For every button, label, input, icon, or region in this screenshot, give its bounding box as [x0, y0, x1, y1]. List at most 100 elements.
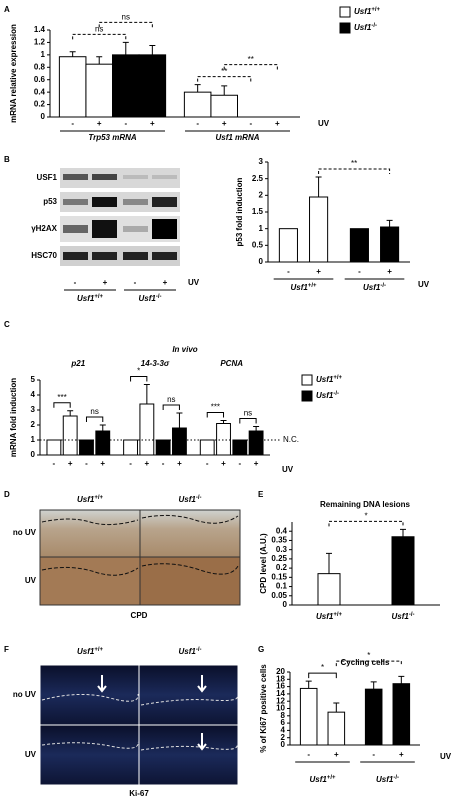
gene-name: Usf1	[354, 7, 372, 16]
genotype: -/-	[371, 23, 377, 29]
genotype: -/-	[393, 775, 399, 781]
group-label: Trp53 mRNA	[88, 133, 137, 142]
legend-swatch	[301, 374, 313, 386]
genotype-label: Usf1-/-	[178, 495, 201, 505]
bar	[58, 56, 87, 118]
blot-row	[60, 246, 180, 266]
significance-bracket	[206, 412, 225, 418]
y-tick-label: 1	[259, 224, 264, 233]
y-tick-label: 0	[31, 450, 36, 459]
error-bar	[149, 45, 156, 55]
ki67-micrographs	[39, 664, 239, 786]
band	[63, 174, 88, 180]
y-tick-label: 0.15	[271, 572, 287, 581]
chart-title: Remaining DNA lesions	[320, 500, 410, 509]
bar	[172, 427, 187, 456]
significance-bracket	[130, 376, 148, 382]
bar	[309, 196, 329, 263]
y-axis-label: mRNA fold induction	[9, 378, 18, 457]
y-axis-label: mRNA relative expression	[9, 24, 18, 123]
band	[123, 226, 148, 232]
bar	[79, 439, 94, 456]
gene-name: Usf1	[316, 375, 334, 384]
group-label: Usf1 mRNA	[215, 133, 259, 142]
micrograph	[39, 556, 141, 606]
micrograph	[39, 724, 140, 786]
group-label: 14-3-3σ	[141, 359, 170, 368]
condition-label: +	[222, 119, 227, 128]
bar	[391, 536, 415, 606]
genotype: -/-	[380, 283, 386, 289]
gene-name: Usf1	[309, 775, 327, 784]
bar	[364, 688, 383, 746]
condition-label: -	[71, 119, 74, 128]
micrograph	[139, 556, 241, 606]
condition-name: UV	[318, 119, 330, 128]
gene-name: Usf1	[354, 23, 372, 32]
significance-label: ***	[211, 403, 220, 412]
y-tick-label: 0	[41, 112, 46, 121]
y-tick-label: 18	[276, 674, 285, 683]
bar	[183, 91, 212, 118]
gene-name: Usf1	[316, 612, 334, 621]
band	[152, 219, 177, 239]
chart-title: Cycling cells	[341, 658, 390, 667]
genotype-label: Usf1+/+	[77, 495, 104, 505]
genotype: +/+	[94, 495, 103, 501]
gene-name: Usf1	[376, 775, 394, 784]
condition-name: UV	[188, 278, 200, 287]
genotype-label: Usf1-/-	[316, 391, 339, 401]
y-tick-label: 0.3	[276, 545, 288, 554]
y-tick-label: 1	[41, 50, 46, 59]
genotype-label: Usf1+/+	[316, 375, 343, 385]
bar	[210, 94, 238, 118]
error-bar	[326, 552, 332, 574]
significance-label: *	[137, 367, 140, 376]
significance-bracket	[98, 21, 153, 28]
blot-label: p53	[43, 197, 57, 206]
significance-label: **	[351, 159, 357, 168]
y-tick-label: 0	[259, 257, 264, 266]
gene-name: Usf1	[290, 283, 308, 292]
condition-label: +	[387, 267, 392, 276]
micrograph	[138, 664, 239, 726]
y-tick-label: 3	[259, 157, 264, 166]
error-bar	[67, 410, 74, 416]
y-axis-label: % of Ki67 positive cells	[259, 664, 268, 753]
y-tick-label: 0.4	[34, 87, 46, 96]
significance-bracket	[53, 402, 71, 408]
blot-label: USF1	[37, 173, 58, 182]
bar	[248, 430, 264, 456]
band	[92, 252, 117, 260]
y-tick-label: 0.8	[34, 62, 46, 71]
panel-letter: G	[258, 645, 264, 654]
y-tick-label: 6	[281, 718, 286, 727]
panel-letter: F	[4, 645, 9, 654]
image-caption: CPD	[131, 611, 148, 620]
error-bar	[305, 680, 312, 689]
genotype: +/+	[94, 294, 103, 300]
bar	[349, 228, 369, 263]
band	[123, 175, 148, 179]
condition-label: +	[254, 459, 259, 468]
row-label: no UV	[13, 690, 37, 699]
panel-letter: A	[4, 5, 10, 14]
row-label: UV	[25, 576, 37, 585]
significance-label: ns	[95, 25, 103, 34]
significance-bracket	[72, 33, 127, 40]
error-bar	[253, 426, 260, 431]
y-tick-label: 0	[281, 740, 286, 749]
row-label: no UV	[13, 528, 37, 537]
legend-swatch	[301, 390, 313, 402]
gene-name: Usf1	[316, 391, 334, 400]
epidermis-outline	[41, 514, 239, 576]
group-label: PCNA	[220, 359, 243, 368]
gene-name: Usf1	[391, 612, 409, 621]
genotype: -/-	[196, 647, 202, 653]
condition-label: +	[163, 278, 168, 287]
y-tick-label: 5	[31, 375, 36, 384]
condition-label: +	[145, 459, 150, 468]
genotype-label: Usf1-/-	[376, 775, 399, 785]
significance-label: ns	[167, 395, 175, 404]
gene-name: Usf1	[77, 294, 95, 303]
